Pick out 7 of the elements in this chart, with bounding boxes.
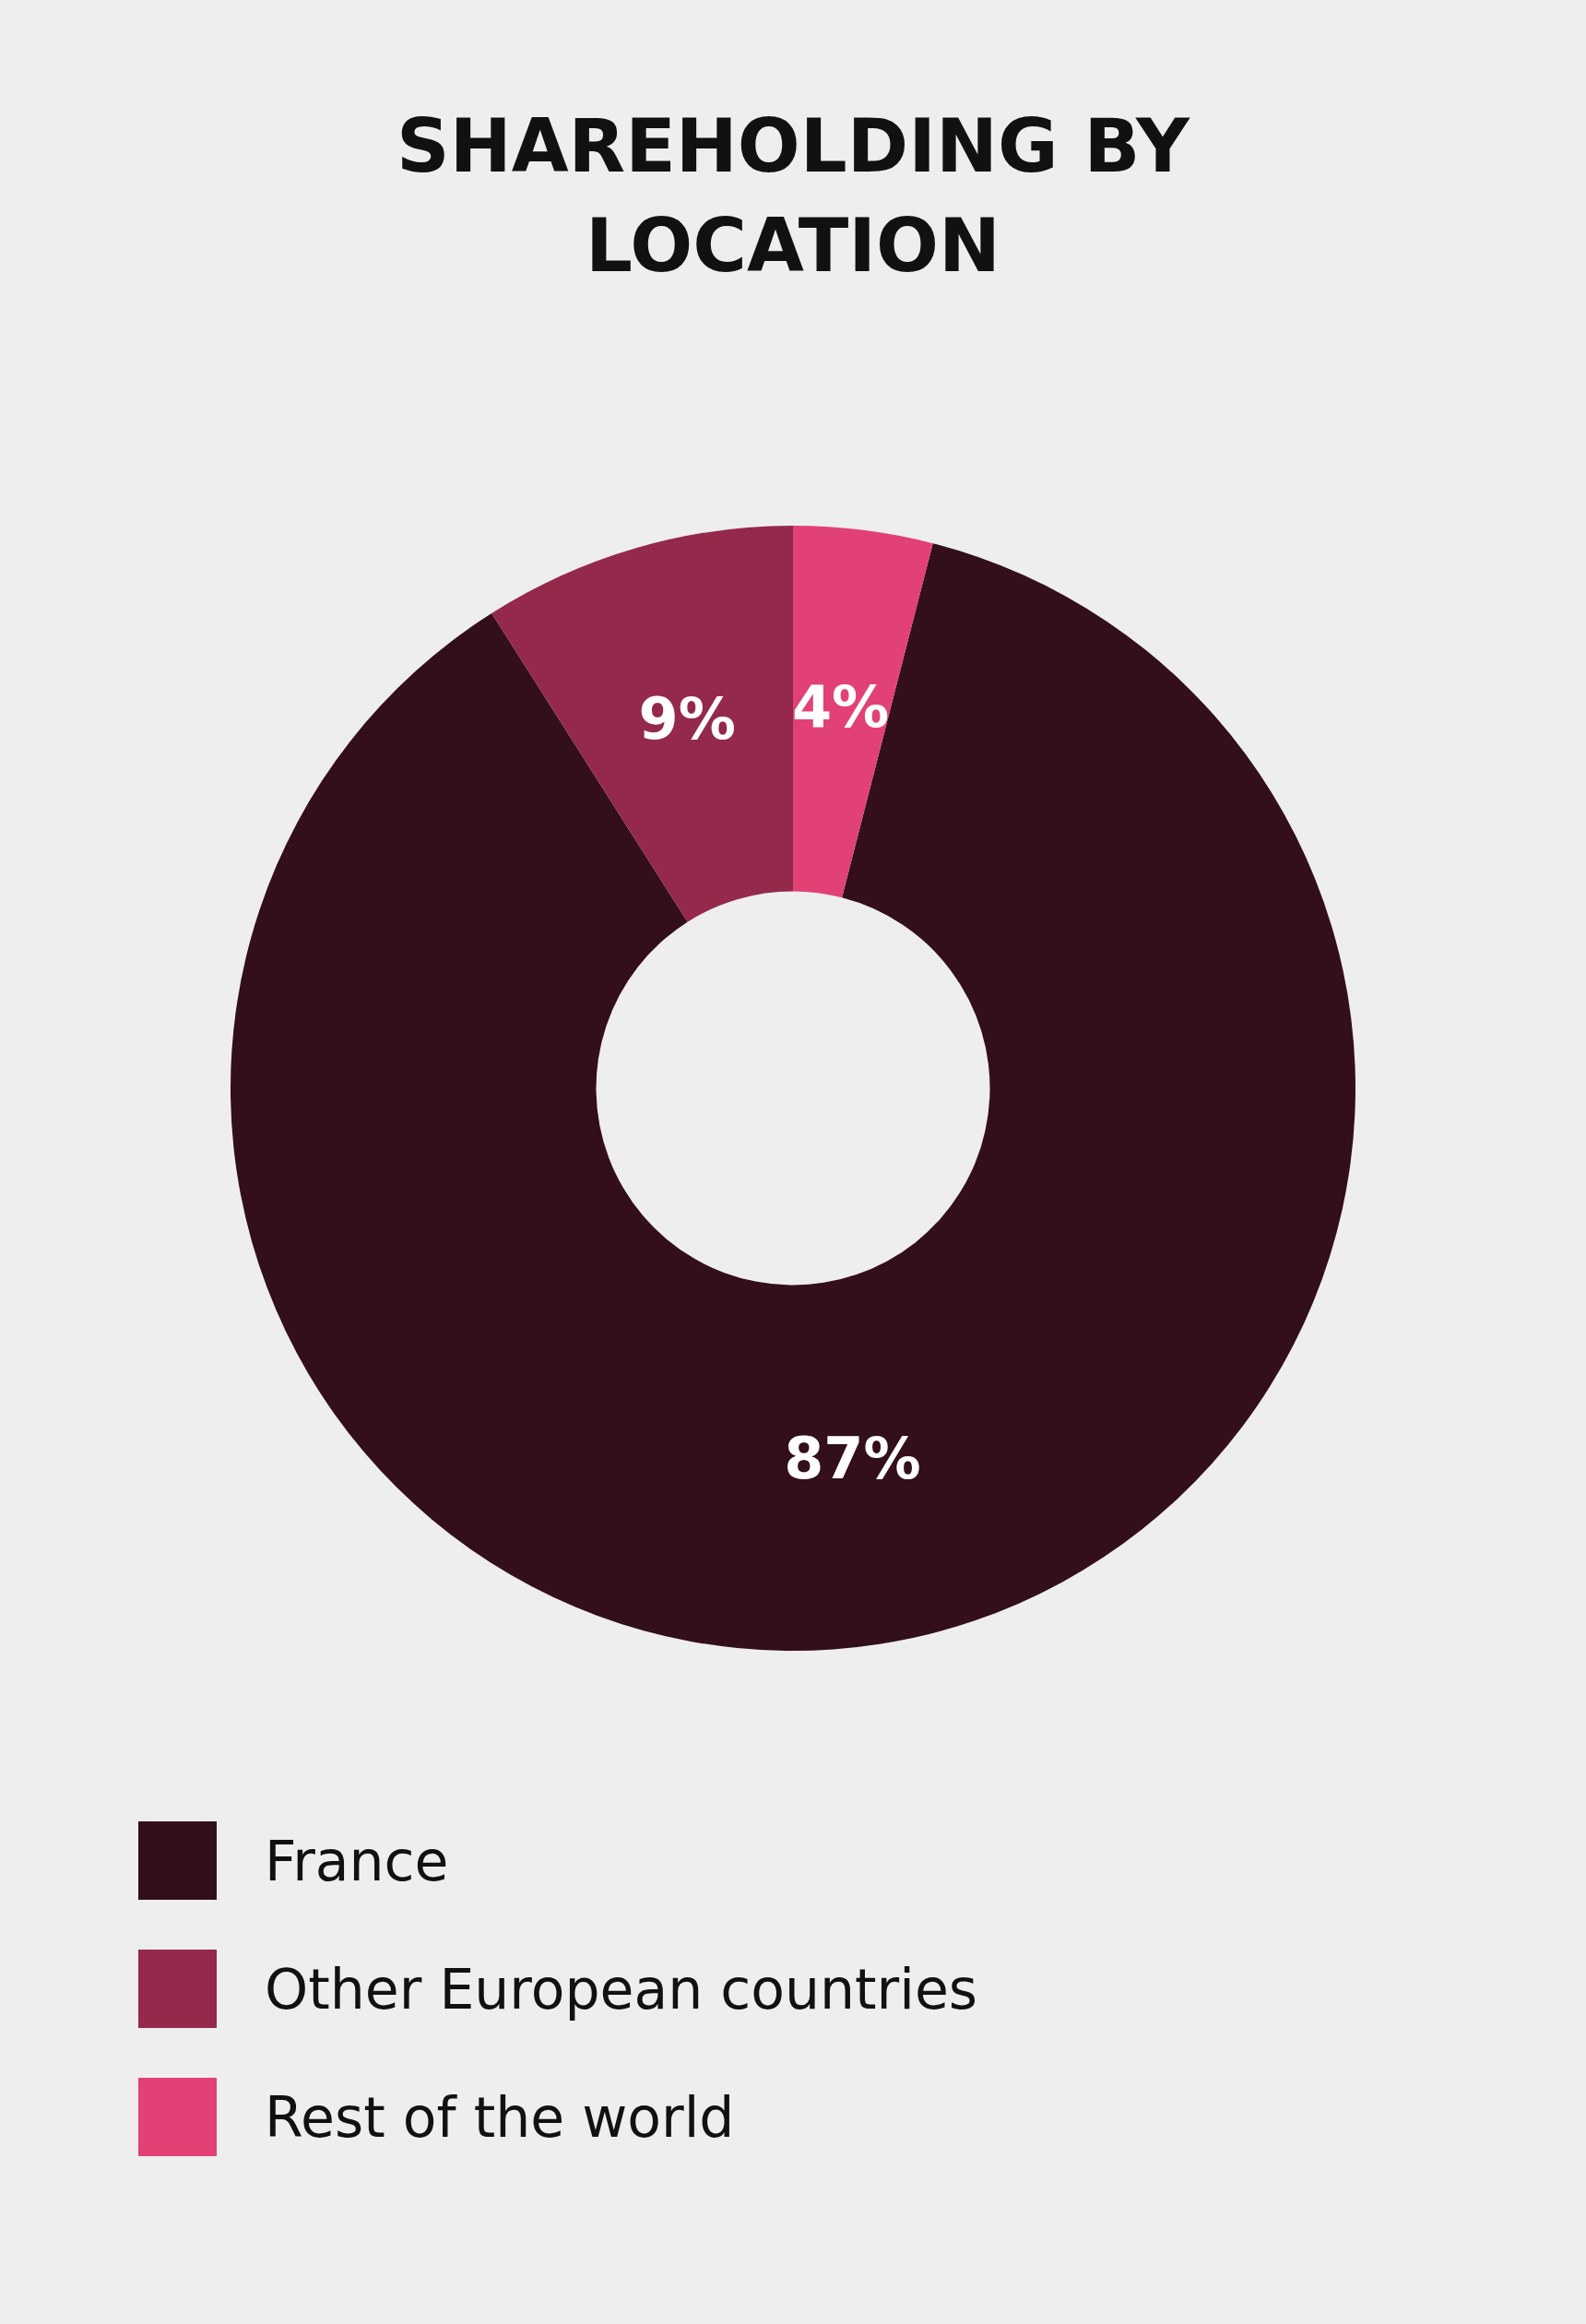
data-label: 9% <box>638 684 736 753</box>
data-label: 4% <box>791 672 890 741</box>
legend-label: France <box>265 1828 449 1893</box>
legend-label: Rest of the world <box>265 2084 735 2150</box>
legend-label: Other European countries <box>265 1956 978 2022</box>
data-label: 87% <box>784 1424 921 1492</box>
chart-title: SHAREHOLDING BY LOCATION <box>396 102 1191 290</box>
